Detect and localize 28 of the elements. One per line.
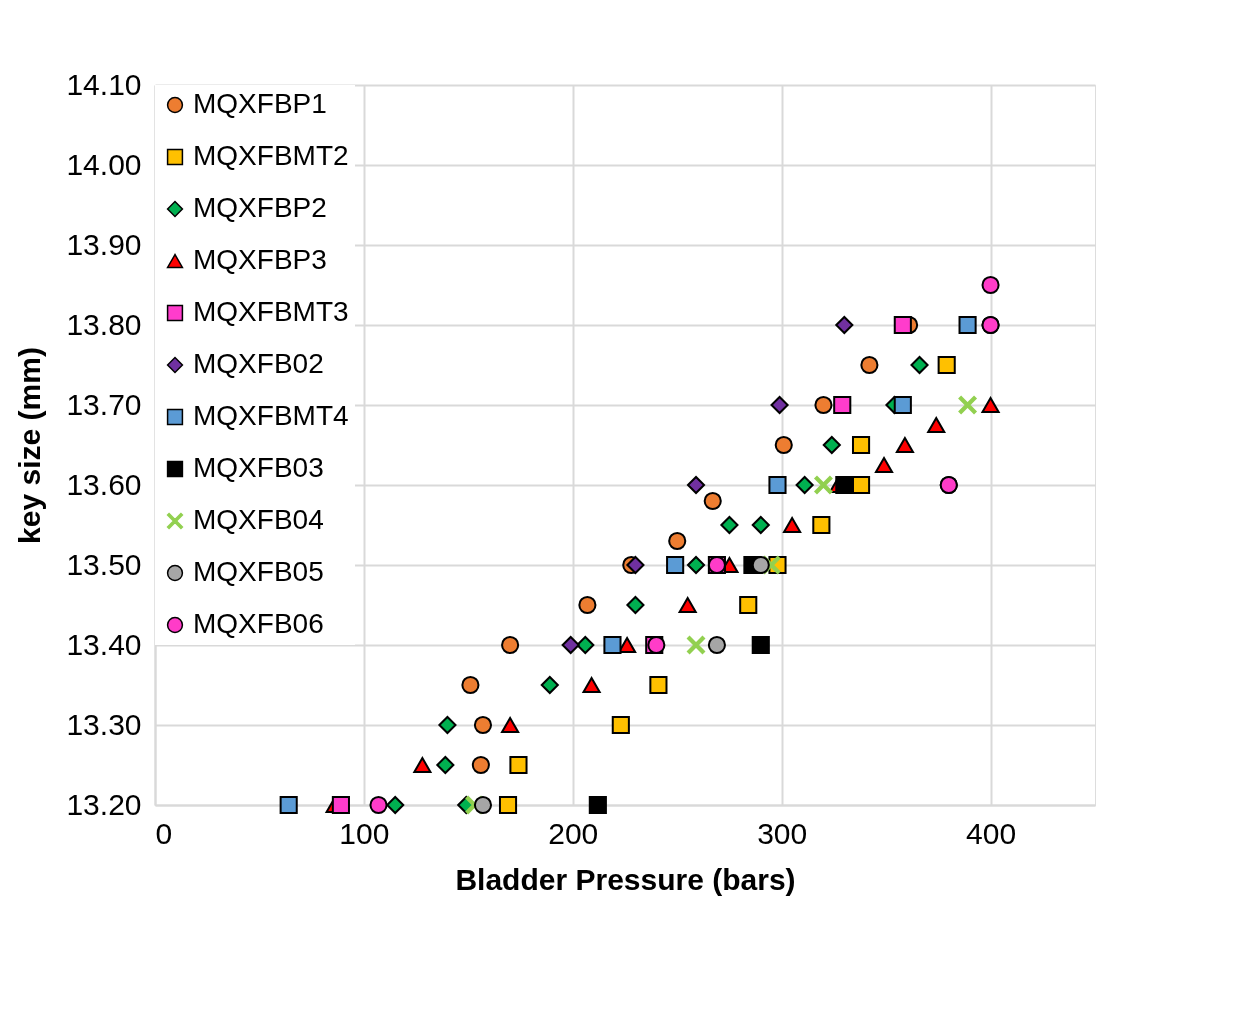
x-tick-label: 0 bbox=[155, 816, 173, 850]
legend-label: MQXFBMT3 bbox=[193, 296, 349, 327]
y-tick-label: 13.70 bbox=[66, 387, 142, 421]
x-tick-label: 100 bbox=[339, 816, 390, 850]
legend-label: MQXFB03 bbox=[193, 452, 324, 483]
y-tick-label: 13.80 bbox=[66, 307, 142, 341]
y-tick-label: 13.90 bbox=[66, 227, 142, 261]
legend-label: MQXFB06 bbox=[193, 608, 324, 639]
x-tick-label: 400 bbox=[966, 816, 1017, 850]
legend-label: MQXFBMT2 bbox=[193, 140, 349, 171]
y-tick-label: 13.40 bbox=[66, 627, 142, 661]
legend-label: MQXFB04 bbox=[193, 504, 324, 535]
y-tick-label: 13.50 bbox=[66, 547, 142, 581]
y-tick-label: 14.00 bbox=[66, 147, 142, 181]
y-tick-label: 13.20 bbox=[66, 787, 142, 821]
x-axis-title: Bladder Pressure (bars) bbox=[455, 862, 796, 896]
legend-label: MQXFB02 bbox=[193, 348, 324, 379]
legend-label: MQXFBMT4 bbox=[193, 400, 349, 431]
legend-label: MQXFBP1 bbox=[193, 88, 327, 119]
y-tick-label: 14.10 bbox=[66, 67, 142, 101]
x-tick-label: 200 bbox=[548, 816, 599, 850]
y-tick-label: 13.60 bbox=[66, 467, 142, 501]
x-tick-label: 300 bbox=[757, 816, 808, 850]
y-tick-label: 13.30 bbox=[66, 707, 142, 741]
y-axis-title: key size (mm) bbox=[13, 347, 47, 544]
legend-label: MQXFBP3 bbox=[193, 244, 327, 275]
legend-label: MQXFBP2 bbox=[193, 192, 327, 223]
legend-label: MQXFB05 bbox=[193, 556, 324, 587]
